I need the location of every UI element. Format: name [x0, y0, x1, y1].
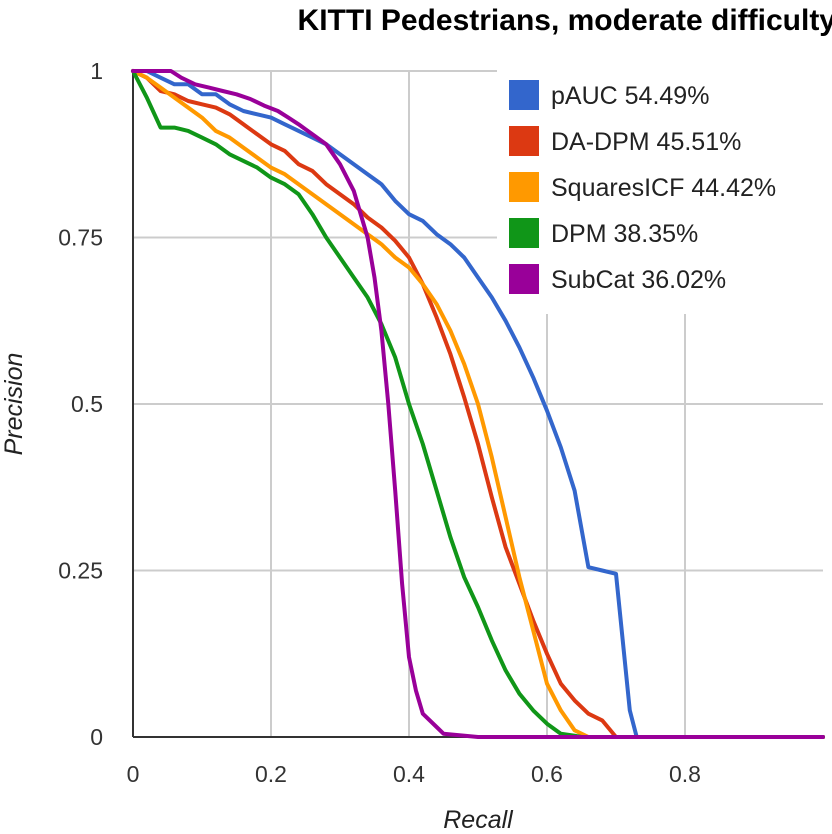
x-tick-label: 0.6: [531, 761, 563, 787]
legend-background: [497, 69, 827, 314]
legend-label: SubCat 36.02%: [551, 266, 726, 294]
tick-labels: 0 0.2 0.4 0.6 0.8 0 0.25 0.5 0.75 1: [58, 58, 701, 787]
series-line: [131, 69, 825, 739]
legend-swatch: [509, 218, 539, 248]
series-line: [131, 69, 825, 739]
y-axis-label: Precision: [0, 353, 28, 456]
y-tick-label: 0.25: [58, 558, 103, 584]
y-tick-label: 1: [90, 58, 103, 84]
legend-swatch: [509, 172, 539, 202]
chart-title: KITTI Pedestrians, moderate difficulty: [298, 4, 832, 37]
legend-swatch: [509, 80, 539, 110]
legend-swatch: [509, 264, 539, 294]
x-tick-label: 0.4: [393, 761, 425, 787]
x-tick-label: 0: [127, 761, 140, 787]
x-axis-label: Recall: [443, 806, 514, 834]
legend-label: SquaresICF 44.42%: [551, 174, 776, 202]
y-tick-label: 0: [90, 724, 103, 750]
legend-swatch: [509, 126, 539, 156]
series-line: [131, 69, 825, 739]
x-tick-label: 0.8: [669, 761, 701, 787]
legend-label: DA-DPM 45.51%: [551, 128, 741, 156]
legend: pAUC 54.49% DA-DPM 45.51% SquaresICF 44.42…: [497, 69, 827, 314]
y-tick-label: 0.5: [71, 391, 103, 417]
legend-label: pAUC 54.49%: [551, 82, 709, 110]
legend-label: DPM 38.35%: [551, 220, 698, 248]
series-line: [131, 69, 825, 739]
y-tick-label: 0.75: [58, 225, 103, 251]
series-lines: [131, 69, 825, 739]
x-tick-label: 0.2: [255, 761, 287, 787]
